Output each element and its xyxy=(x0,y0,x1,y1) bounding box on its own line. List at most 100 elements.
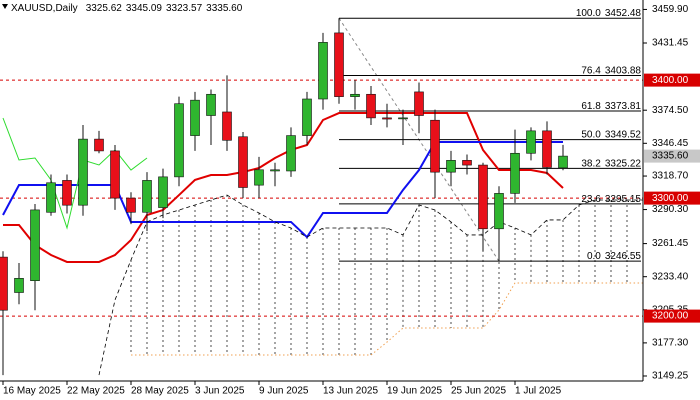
x-tick-label: 13 Jun 2025 xyxy=(323,386,378,397)
candle-body xyxy=(334,32,344,97)
candle-body xyxy=(46,182,56,213)
fib-price: 3403.88 xyxy=(605,65,642,76)
candle-body xyxy=(526,130,536,154)
candle-body xyxy=(110,150,120,199)
candle-body xyxy=(62,180,72,206)
header-open: 3325.62 xyxy=(86,3,123,14)
level-label: 3400.00 xyxy=(652,75,689,86)
candle-body xyxy=(382,117,392,120)
fib-level: 23.6 xyxy=(581,193,601,204)
fib-label: 38.2 3325.22 xyxy=(581,158,641,169)
candle-body xyxy=(174,103,184,178)
candle-body xyxy=(78,138,88,206)
y-tick-label: 3233.40 xyxy=(652,271,689,282)
candle-body xyxy=(302,98,312,136)
candle-body xyxy=(510,152,520,194)
x-tick-label: 1 Jul 2025 xyxy=(515,386,562,397)
y-tick-label: 3290.30 xyxy=(652,204,689,215)
indicator-line xyxy=(2,140,563,239)
x-tick-label: 25 Jun 2025 xyxy=(451,386,506,397)
level-label-box xyxy=(644,73,700,87)
level-label-box xyxy=(644,191,700,205)
price-label: 3335.60 xyxy=(652,151,689,162)
candle-body xyxy=(286,135,296,172)
fib-level: 76.4 xyxy=(581,65,601,76)
candle-body xyxy=(270,169,280,172)
fib-price: 3295.15 xyxy=(605,193,642,204)
fib-level: 100.0 xyxy=(576,8,601,19)
candle-body xyxy=(414,91,424,116)
fib-level: 50.0 xyxy=(581,129,601,140)
header-high: 3345.09 xyxy=(126,3,163,14)
fib-label: 0.0 3246.55 xyxy=(587,251,641,262)
y-tick-label: 3261.45 xyxy=(652,238,689,249)
x-tick-label: 3 Jun 2025 xyxy=(195,386,245,397)
candle-body xyxy=(206,93,216,116)
chart-header: XAUUSD,Daily 3325.62 3345.09 3323.57 3335.60 xyxy=(11,3,243,14)
fib-price: 3325.22 xyxy=(605,158,642,169)
candle-body xyxy=(30,209,40,282)
fib-label: 50.0 3349.52 xyxy=(581,129,641,140)
indicator-line xyxy=(2,117,148,230)
candle-body xyxy=(478,164,488,230)
plot-area: 100.0 3452.48 76.4 3403.88 61.8 3373.81 50.0 33… xyxy=(0,8,643,376)
candle-body xyxy=(542,130,552,168)
candle-body xyxy=(558,155,568,169)
x-tick-label: 28 May 2025 xyxy=(131,386,189,397)
candle-body xyxy=(14,278,24,293)
y-tick-label: 3149.25 xyxy=(652,371,689,382)
candle-body xyxy=(222,111,232,141)
candle-body xyxy=(142,180,152,213)
level-label: 3300.00 xyxy=(652,193,689,204)
candle-body xyxy=(190,99,200,136)
candle-body xyxy=(366,93,376,119)
fib-label: 76.4 3403.88 xyxy=(581,65,641,76)
y-tick-label: 3431.45 xyxy=(652,38,689,49)
fib-label: 23.6 3295.15 xyxy=(581,193,641,204)
y-tick-label: 3346.45 xyxy=(652,138,689,149)
price-label-box xyxy=(644,149,700,163)
header-close: 3335.60 xyxy=(206,3,243,14)
candle-body xyxy=(318,42,328,100)
header-low: 3323.57 xyxy=(166,3,203,14)
candle-body xyxy=(158,176,168,208)
candle-body xyxy=(238,136,248,188)
fib-level: 38.2 xyxy=(581,158,601,169)
y-tick-label: 3177.30 xyxy=(652,338,689,349)
fib-price: 3373.81 xyxy=(605,101,642,112)
fib-level: 61.8 xyxy=(581,101,601,112)
x-tick-label: 16 May 2025 xyxy=(3,386,61,397)
candle-body xyxy=(446,160,456,173)
fib-label: 100.0 3452.48 xyxy=(576,8,642,19)
fib-price: 3349.52 xyxy=(605,129,642,140)
x-tick-label: 19 Jun 2025 xyxy=(387,386,442,397)
fib-price: 3246.55 xyxy=(605,251,642,262)
fib-price: 3452.48 xyxy=(605,8,642,19)
level-label: 3200.00 xyxy=(652,311,689,322)
candle-body xyxy=(0,256,8,311)
candle-body xyxy=(94,138,104,152)
candle-body xyxy=(430,119,440,173)
candle-body xyxy=(398,117,408,120)
indicator-line xyxy=(98,194,643,376)
y-tick-label: 3318.70 xyxy=(652,171,689,182)
candle-body xyxy=(350,93,360,97)
indicator-line xyxy=(131,282,643,356)
candle-body xyxy=(126,197,136,213)
candle-body xyxy=(494,193,504,230)
fib-label: 61.8 3373.81 xyxy=(581,101,641,112)
title-icon xyxy=(2,4,8,9)
candle-body xyxy=(462,160,472,166)
x-tick-label: 22 May 2025 xyxy=(67,386,125,397)
x-tick-label: 9 Jun 2025 xyxy=(259,386,309,397)
indicator-line xyxy=(3,112,564,263)
y-tick-label: 3374.50 xyxy=(652,105,689,116)
chart-title: XAUUSD,Daily xyxy=(11,3,78,14)
candle-body xyxy=(254,169,264,186)
level-label-box xyxy=(644,309,700,323)
y-tick-label: 3459.90 xyxy=(652,4,689,15)
fib-level: 0.0 xyxy=(587,251,601,262)
